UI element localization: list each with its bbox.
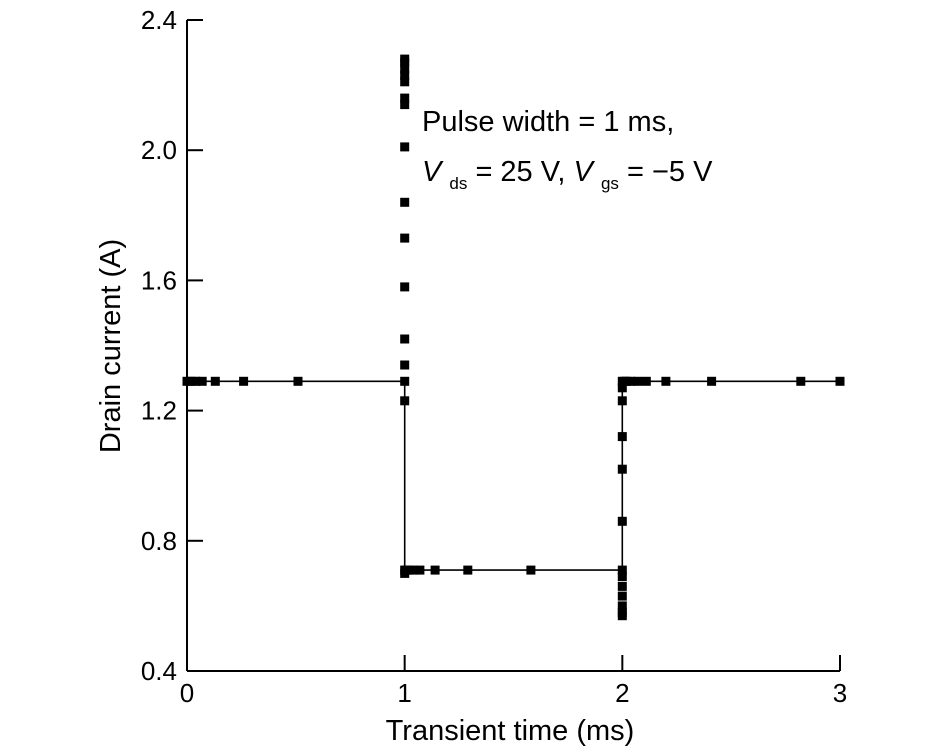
annotation-line-2: V ds = 25 V, V gs = −5 V: [422, 156, 713, 196]
annotation-vgs-subscript: gs: [601, 174, 619, 193]
data-point-marker: [293, 376, 303, 386]
x-tick-label: 3: [833, 678, 847, 708]
y-tick-label: 1.2: [141, 396, 177, 426]
series-markers: [182, 54, 845, 621]
data-point-marker: [400, 396, 410, 406]
annotation-line-1: Pulse width = 1 ms,: [422, 106, 674, 138]
y-tick-label: 2.0: [141, 135, 177, 165]
y-tick-label: 0.4: [141, 656, 177, 686]
x-tick-label: 1: [397, 678, 411, 708]
annotation-vds-symbol: V: [422, 156, 444, 188]
data-point-marker: [633, 376, 643, 386]
data-point-marker: [463, 565, 473, 575]
data-point-marker: [626, 376, 636, 386]
y-axis-title: Drain current (A): [95, 239, 127, 453]
data-point-marker: [400, 64, 410, 74]
data-point-marker: [617, 396, 627, 406]
data-point-marker: [430, 565, 440, 575]
data-point-marker: [400, 282, 410, 292]
data-point-marker: [617, 601, 627, 611]
data-point-marker: [191, 376, 201, 386]
data-point-marker: [617, 383, 627, 393]
y-ticks: 0.4 0.8 1.2 1.6 2.0 2.4: [141, 5, 203, 686]
annotation-vgs-value: = −5 V: [627, 156, 713, 188]
data-point-marker: [400, 77, 410, 87]
data-point-marker: [641, 376, 651, 386]
annotation-vds-value: = 25 V,: [475, 156, 573, 188]
data-point-marker: [400, 70, 410, 80]
data-point-marker: [617, 581, 627, 591]
y-tick-label: 1.6: [141, 265, 177, 295]
annotation-vgs-symbol: V: [574, 156, 596, 188]
data-point-marker: [400, 334, 410, 344]
data-point-marker: [526, 565, 536, 575]
data-point-marker: [400, 233, 410, 243]
data-point-marker: [197, 376, 207, 386]
data-point-marker: [400, 360, 410, 370]
series-line: [187, 380, 840, 571]
data-point-marker: [617, 432, 627, 442]
data-point-marker: [400, 93, 410, 103]
x-ticks: 0 1 2 3: [180, 655, 847, 708]
data-point-marker: [210, 376, 220, 386]
data-point-marker: [400, 100, 410, 110]
y-tick-label: 2.4: [141, 5, 177, 35]
data-point-marker: [617, 516, 627, 526]
data-point-marker: [400, 54, 410, 64]
data-point-marker: [408, 565, 418, 575]
x-tick-label: 0: [180, 678, 194, 708]
data-point-marker: [400, 376, 410, 386]
data-point-marker: [400, 142, 410, 152]
data-point-marker: [835, 376, 845, 386]
x-axis-title: Transient time (ms): [386, 715, 635, 747]
data-point-marker: [617, 464, 627, 474]
data-point-marker: [239, 376, 249, 386]
data-point-marker: [707, 376, 717, 386]
axes: [186, 20, 840, 672]
y-tick-label: 0.8: [141, 526, 177, 556]
data-point-marker: [796, 376, 806, 386]
x-tick-label: 2: [615, 678, 629, 708]
data-point-marker: [617, 572, 627, 582]
data-point-marker: [400, 197, 410, 207]
data-point-marker: [415, 565, 425, 575]
annotation-vds-subscript: ds: [449, 174, 467, 193]
data-point-marker: [617, 565, 627, 575]
data-point-marker: [617, 611, 627, 621]
data-point-marker: [661, 376, 671, 386]
data-point-marker: [617, 591, 627, 601]
